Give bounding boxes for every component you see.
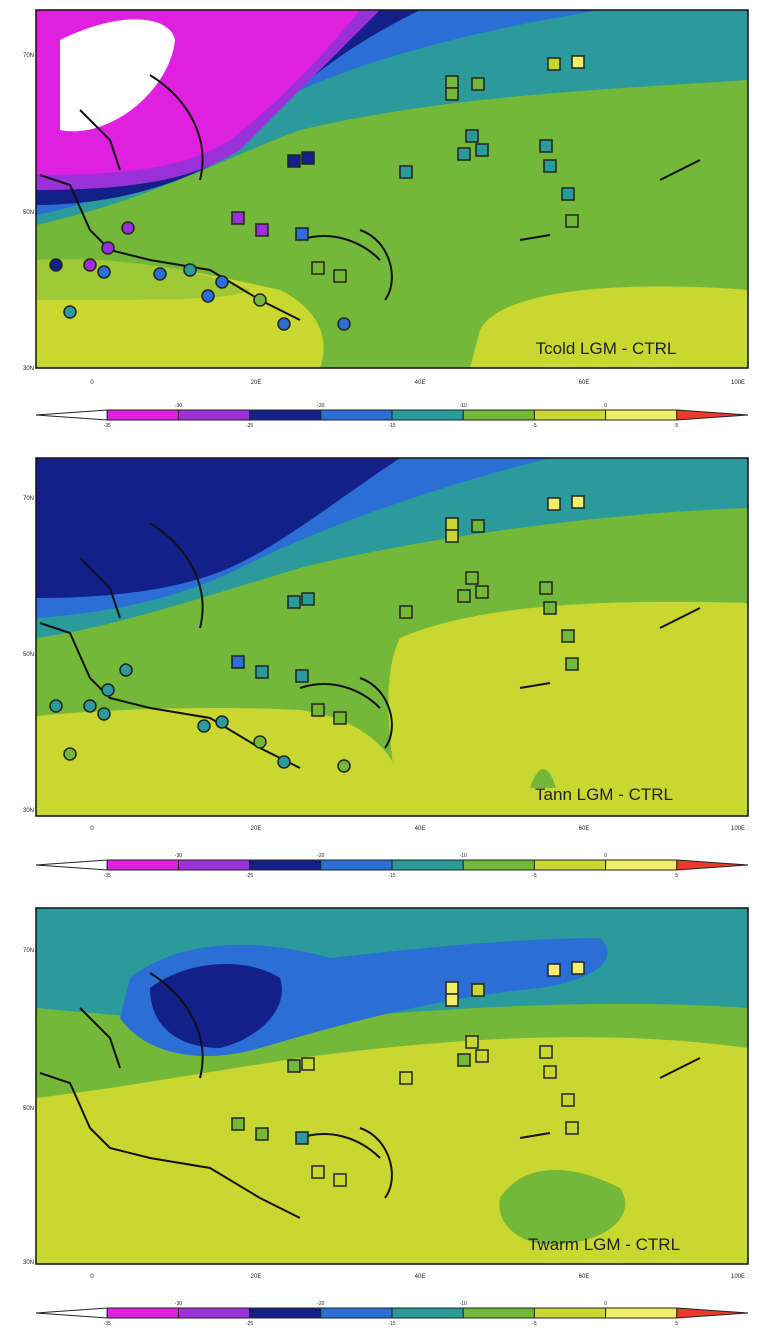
colorbar-swatch — [533, 409, 607, 421]
svg-text:50N: 50N — [23, 210, 34, 216]
map-tann: Tann LGM - CTRL 70N 50N 30N 0 20E 40E 60… — [23, 457, 749, 832]
svg-text:40E: 40E — [415, 1274, 426, 1280]
svg-text:0: 0 — [90, 826, 94, 832]
colorbar-swatch — [177, 409, 251, 421]
colorbar-label-top: -20 — [317, 1301, 324, 1307]
svg-text:0: 0 — [90, 1274, 94, 1280]
colorbar-swatch — [676, 409, 749, 421]
colorbar-swatch — [391, 1307, 464, 1319]
colorbar-label-top: -20 — [317, 403, 324, 409]
map-panel-twarm: Twarm LGM - CTRL 70N 50N 30N 0 20E 40E 6… — [0, 898, 762, 1296]
svg-text:20E: 20E — [251, 826, 262, 832]
svg-text:50N: 50N — [23, 1106, 34, 1112]
svg-text:0: 0 — [90, 380, 94, 386]
colorbar-label-bottom: 5 — [675, 1321, 678, 1327]
svg-text:30N: 30N — [23, 1260, 34, 1266]
svg-text:100E: 100E — [731, 1274, 745, 1280]
colorbar-label-top: -30 — [175, 1301, 182, 1307]
colorbar-swatch — [533, 1307, 607, 1319]
svg-text:100E: 100E — [731, 380, 745, 386]
svg-text:70N: 70N — [23, 53, 34, 59]
colorbar-swatch — [106, 409, 179, 421]
svg-text:20E: 20E — [251, 1274, 262, 1280]
svg-text:30N: 30N — [23, 808, 34, 814]
colorbar-label-bottom: -25 — [246, 873, 253, 879]
colorbar-label-top: -10 — [460, 853, 467, 859]
colorbar-swatch — [35, 859, 108, 871]
colorbar-label-bottom: -15 — [388, 423, 395, 429]
map-panel-tcold: Tcold LGM - CTRL 70N 50N 30N 0 20E 40E 6… — [0, 0, 762, 400]
svg-text:20E: 20E — [251, 380, 262, 386]
station-markers-tcold — [49, 55, 585, 331]
svg-text:40E: 40E — [415, 380, 426, 386]
colorbar-swatch — [177, 859, 251, 871]
colorbar-swatch — [35, 409, 108, 421]
colorbar-swatch — [533, 859, 607, 871]
panel-title: Twarm LGM - CTRL — [528, 1235, 680, 1254]
colorbar-swatch — [391, 859, 464, 871]
colorbar-2: -30 -20 -10 0 -35 -25 -15 -5 5 — [0, 848, 762, 888]
colorbar-label-bottom: -15 — [388, 873, 395, 879]
svg-text:60E: 60E — [579, 1274, 590, 1280]
colorbar-swatch — [676, 859, 749, 871]
colorbar-label-bottom: -35 — [104, 423, 111, 429]
colorbar-label-bottom: -5 — [532, 423, 537, 429]
svg-text:70N: 70N — [23, 948, 34, 954]
svg-text:50N: 50N — [23, 652, 34, 658]
colorbar-swatch — [462, 409, 535, 421]
colorbar-swatch — [320, 859, 393, 871]
colorbar-swatch — [249, 1307, 322, 1319]
colorbar-label-bottom: -5 — [532, 1321, 537, 1327]
svg-text:70N: 70N — [23, 496, 34, 502]
svg-text:40E: 40E — [415, 826, 426, 832]
map-twarm: Twarm LGM - CTRL 70N 50N 30N 0 20E 40E 6… — [23, 907, 749, 1280]
svg-text:60E: 60E — [579, 826, 590, 832]
colorbar-label-bottom: -15 — [388, 1321, 395, 1327]
colorbar-swatch — [106, 859, 179, 871]
colorbar-swatch — [605, 859, 678, 871]
svg-text:60E: 60E — [579, 380, 590, 386]
panel-title: Tcold LGM - CTRL — [536, 339, 677, 358]
colorbar-label-top: -10 — [460, 403, 467, 409]
colorbar-label-bottom: -35 — [104, 873, 111, 879]
colorbar-label-top: -30 — [175, 853, 182, 859]
colorbar-label-bottom: -35 — [104, 1321, 111, 1327]
colorbar-label-bottom: 5 — [675, 423, 678, 429]
colorbar-swatch — [106, 1307, 179, 1319]
colorbar-label-top: -10 — [460, 1301, 467, 1307]
colorbar-label-bottom: 5 — [675, 873, 678, 879]
colorbar-swatch — [320, 1307, 393, 1319]
colorbar-label-bottom: -25 — [246, 423, 253, 429]
map-panel-tann: Tann LGM - CTRL 70N 50N 30N 0 20E 40E 60… — [0, 448, 762, 848]
colorbar-swatch — [320, 409, 393, 421]
colorbar-swatch — [391, 409, 464, 421]
colorbar-label-bottom: -25 — [246, 1321, 253, 1327]
svg-text:100E: 100E — [731, 826, 745, 832]
colorbar-label-top: -30 — [175, 403, 182, 409]
svg-text:30N: 30N — [23, 366, 34, 372]
colorbar-swatch — [177, 1307, 251, 1319]
colorbar-swatch — [249, 409, 322, 421]
colorbar-swatch — [249, 859, 322, 871]
colorbar-swatch — [605, 409, 678, 421]
map-tcold: Tcold LGM - CTRL 70N 50N 30N 0 20E 40E 6… — [23, 9, 749, 386]
field-warm-east — [470, 286, 748, 368]
field-white-ice — [60, 19, 175, 132]
colorbar-swatch — [676, 1307, 749, 1319]
colorbar-swatch — [462, 1307, 535, 1319]
colorbar-swatch — [605, 1307, 678, 1319]
colorbar-label-top: 0 — [604, 853, 607, 859]
colorbar-label-top: -20 — [317, 853, 324, 859]
colorbar-label-top: 0 — [604, 1301, 607, 1307]
colorbar-label-bottom: -5 — [532, 873, 537, 879]
colorbar-3: -30 -20 -10 0 -35 -25 -15 -5 5 — [0, 1296, 762, 1336]
colorbar-1: -30 -20 -10 0 -35 -25 -15 -5 5 — [0, 398, 762, 438]
colorbar-label-top: 0 — [604, 403, 607, 409]
colorbar-swatch — [35, 1307, 108, 1319]
panel-title: Tann LGM - CTRL — [535, 785, 673, 804]
colorbar-swatch — [462, 859, 535, 871]
